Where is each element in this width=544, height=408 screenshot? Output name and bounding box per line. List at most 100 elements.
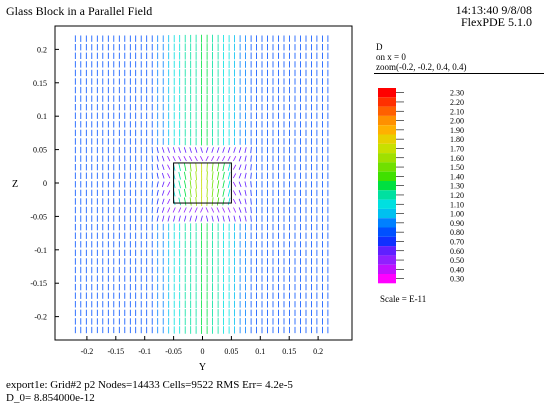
field-arrow [222,163,225,172]
field-arrow [238,207,242,213]
field-arrow [217,163,220,172]
field-arrow [195,171,197,181]
legend-label: 1.70 [450,144,464,153]
field-arrow [156,198,159,205]
field-arrow [156,147,159,154]
legend-swatch [378,208,396,219]
legend-swatch [378,97,396,107]
field-arrow [206,162,208,172]
legend-swatch [378,134,396,144]
field-arrow [250,146,252,154]
field-arrow [189,197,192,206]
field-arrow [167,164,171,170]
field-arrow [211,188,214,198]
field-arrow [250,181,252,188]
field-arrow [161,190,165,196]
glass-block-outline [173,162,232,204]
legend-label: 1.50 [450,163,464,172]
field-arrow [233,215,236,222]
x-tick-label: -0.15 [107,347,124,356]
field-arrow [167,173,171,179]
info-panel: D on x = 0 zoom(-0.2, -0.2, 0.4, 0.4) [376,42,466,72]
field-arrow [189,180,192,189]
legend-swatch [378,153,396,163]
field-arrow [200,156,204,162]
field-arrow [250,172,252,179]
y-tick-label: 0.15 [33,79,47,88]
field-arrow [206,215,209,222]
legend-label: 0.80 [450,228,464,237]
field-arrow [250,215,252,222]
legend-label: 1.40 [450,172,464,181]
y-axis-label: Z [12,179,18,190]
field-arrow [227,207,231,213]
field-arrow [156,155,159,162]
legend-label: 1.00 [450,210,464,219]
legend-label: 1.80 [450,135,464,144]
version-label: FlexPDE 5.1.0 [460,15,532,29]
legend-label: 1.90 [450,126,464,135]
footer-constant: D_0= 8.854000e-12 [6,392,95,404]
field-arrow [238,164,242,170]
timestamp-block: 14:13:40 9/8/08 FlexPDE 5.1.0 [456,4,532,28]
field-arrow [200,215,203,222]
legend-swatch [378,236,396,247]
y-tick-label: -0.1 [34,246,47,255]
legend-label: 1.20 [450,191,464,200]
legend-swatch [378,227,396,237]
field-arrow [244,172,247,179]
timestamp: 14:13:40 9/8/08 [455,3,532,17]
field-arrow [178,171,181,180]
field-arrow [244,189,247,196]
field-arrow [244,155,247,162]
x-tick-label: 0.15 [282,347,296,356]
variable-name: D [376,42,383,52]
field-arrow [217,171,220,180]
field-arrow [217,215,220,222]
field-arrow [238,198,242,205]
x-tick-label: -0.2 [81,347,94,356]
field-arrow [244,207,247,213]
field-arrow [189,171,192,180]
legend-label: 0.50 [450,256,464,265]
legend-swatch [378,181,396,191]
field-arrow [233,207,237,213]
field-arrow [178,156,182,162]
field-arrow [228,215,231,222]
x-axis-label: Y [199,362,206,373]
field-arrow [222,171,225,180]
x-tick-label: 0.05 [224,347,238,356]
field-arrow [167,155,171,162]
field-arrow [238,172,242,179]
field-arrow [167,190,171,196]
legend-label: 0.90 [450,219,464,228]
field-arrow [156,181,159,188]
field-arrow [205,156,209,162]
field-arrow [211,147,214,153]
field-arrow [227,172,231,180]
legend-label: 2.00 [450,117,464,126]
legend-swatch [378,162,396,172]
field-arrow [195,162,197,172]
field-arrow [232,181,237,187]
field-arrow [189,147,192,153]
field-arrow [232,198,237,204]
legend-swatch [378,246,396,256]
field-arrow [161,172,165,179]
legend-swatch [378,125,396,135]
field-arrow [195,197,197,206]
field-arrow [161,198,165,205]
field-arrow [178,189,181,197]
y-tick-label: -0.2 [34,313,47,322]
field-arrow [238,147,242,153]
field-arrow [222,189,225,197]
field-arrow [161,147,165,153]
field-arrow [178,207,182,213]
field-arrow [244,198,247,205]
field-arrow [184,215,187,222]
field-arrow [161,207,165,213]
field-arrow [195,215,198,222]
field-arrow [211,215,214,222]
legend-label: 1.10 [450,200,464,209]
legend-label: 0.70 [450,237,464,246]
